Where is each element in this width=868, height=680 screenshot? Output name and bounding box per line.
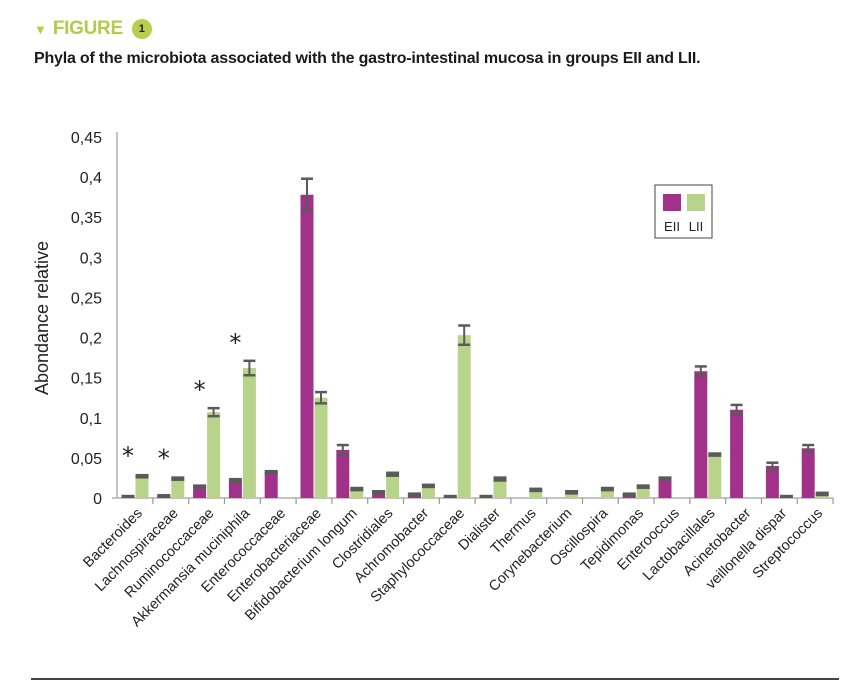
legend-label-lii: LII xyxy=(689,219,703,234)
bar-lii xyxy=(457,335,471,498)
figure-number-badge: 1 xyxy=(131,19,152,39)
error-bar-cap xyxy=(157,493,171,498)
error-bar-cap xyxy=(658,476,672,481)
y-tick-label: 0,25 xyxy=(71,290,102,307)
figure-header: ▼ FIGURE 1 xyxy=(34,18,152,40)
bar-lii xyxy=(314,397,328,498)
figure-label: FIGURE xyxy=(52,18,123,39)
significance-asterisk: * xyxy=(229,329,241,357)
error-bar-cap xyxy=(193,484,207,489)
y-tick-label: 0,05 xyxy=(71,451,102,468)
error-bar-cap xyxy=(529,487,543,493)
error-bar-cap xyxy=(171,476,185,481)
error-bar-cap xyxy=(779,494,793,498)
y-tick-label: 0,45 xyxy=(71,130,102,147)
bar-eii xyxy=(336,449,350,498)
bar-lii xyxy=(421,485,435,498)
significance-asterisk: * xyxy=(122,442,134,470)
legend-label-eii: EII xyxy=(664,219,680,234)
error-bar-cap xyxy=(121,494,135,498)
y-tick-label: 0,4 xyxy=(80,170,102,187)
bar-lii xyxy=(171,477,185,498)
significance-asterisk: * xyxy=(194,376,206,404)
error-bar-cap xyxy=(372,489,386,495)
bar-lii xyxy=(636,485,650,498)
error-bar-cap xyxy=(600,486,614,492)
y-tick-label: 0,35 xyxy=(71,210,102,227)
bar-lii xyxy=(350,488,364,498)
legend-swatch-eii xyxy=(663,194,681,211)
error-bar-cap xyxy=(264,469,278,475)
bar-eii xyxy=(264,471,278,498)
error-bar-cap xyxy=(421,483,435,489)
bar-lii xyxy=(386,473,400,498)
bar-lii xyxy=(565,491,579,498)
legend-box xyxy=(654,184,713,239)
significance-asterisk: * xyxy=(158,444,170,472)
error-bar-cap xyxy=(443,494,457,498)
bar-eii xyxy=(765,465,779,498)
y-tick-label: 0 xyxy=(93,491,102,508)
bar-lii xyxy=(135,475,149,498)
error-bar-cap xyxy=(135,473,149,479)
y-tick-label: 0,2 xyxy=(80,331,102,348)
error-bar-cap xyxy=(350,486,364,492)
y-tick-label: 0,1 xyxy=(80,411,102,428)
y-tick-label: 0,15 xyxy=(71,371,102,388)
bar-lii xyxy=(493,478,507,498)
legend-swatch-lii xyxy=(687,194,705,211)
y-axis-label: Abondance relative xyxy=(32,241,52,395)
error-bar-cap xyxy=(493,476,507,482)
legend: EII LII xyxy=(654,184,713,239)
bar-lii xyxy=(529,489,543,498)
error-bar-cap xyxy=(386,471,400,477)
bar-eii xyxy=(193,485,207,498)
y-tick-label: 0,3 xyxy=(80,250,102,267)
bar-eii xyxy=(372,491,386,498)
bar-eii xyxy=(300,194,314,498)
error-bar-cap xyxy=(622,492,636,497)
error-bar-cap xyxy=(565,489,579,495)
chart-title: Phyla of the microbiota associated with … xyxy=(34,50,701,67)
bar-eii xyxy=(694,371,708,498)
bar-lii xyxy=(708,453,722,498)
bar-lii xyxy=(600,488,614,498)
bar-eii xyxy=(658,477,672,498)
bar-eii xyxy=(228,480,242,498)
error-bar-cap xyxy=(228,477,242,484)
error-bar-cap xyxy=(815,491,829,497)
error-bar-cap xyxy=(407,492,421,497)
bar-eii xyxy=(801,448,815,498)
triangle-down-icon: ▼ xyxy=(34,21,47,37)
error-bar-cap xyxy=(708,452,722,457)
error-bar-cap xyxy=(636,484,650,489)
bar-eii xyxy=(730,409,744,498)
bar-lii xyxy=(242,368,256,498)
bar-lii xyxy=(207,412,221,498)
bottom-divider xyxy=(31,678,839,680)
error-bar-cap xyxy=(479,494,493,498)
